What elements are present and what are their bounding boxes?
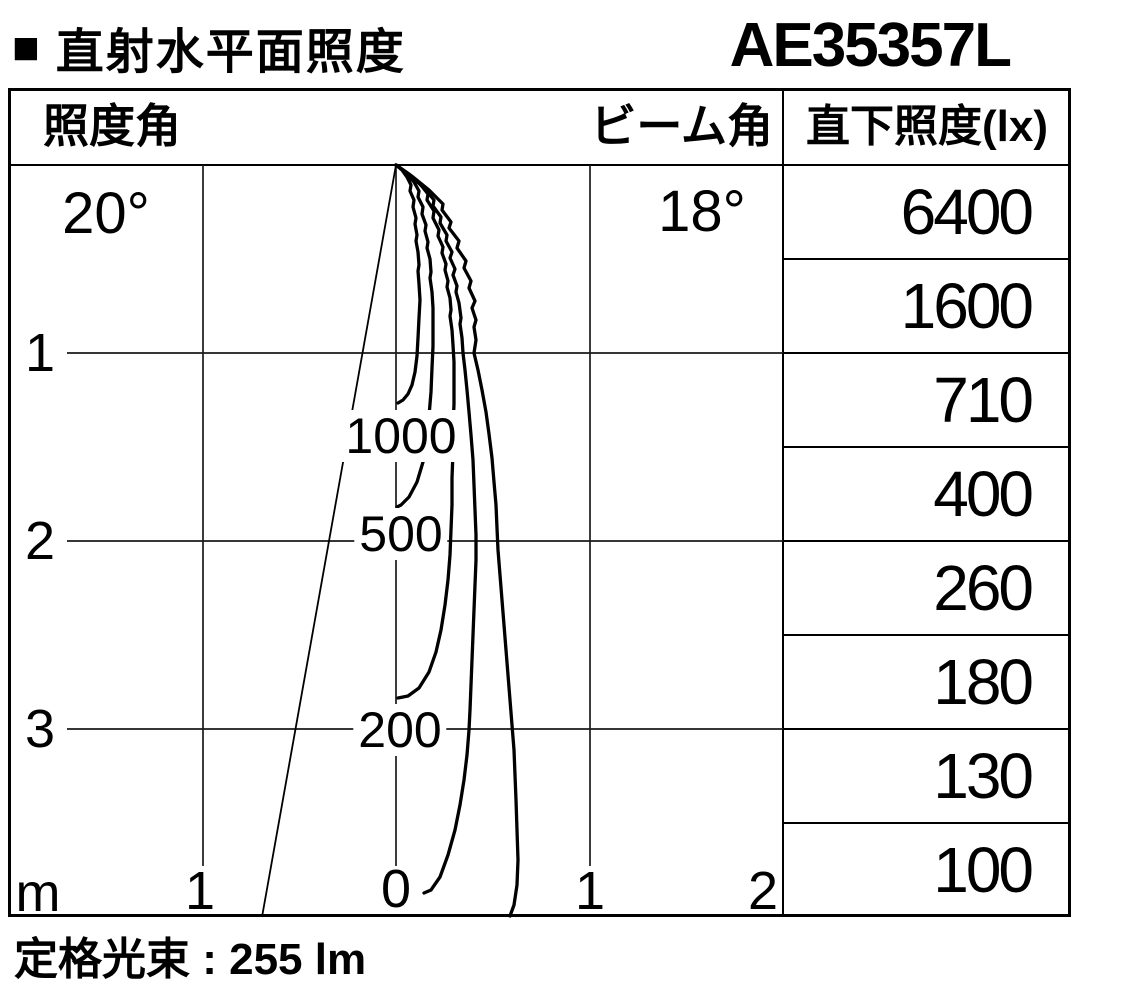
x-tick-1m: 1: [574, 861, 606, 921]
header-illuminance-angle: 照度角: [43, 100, 181, 152]
x-tick-minus1m: 1: [184, 861, 216, 921]
title-row: ■ 直射水平面照度: [12, 18, 406, 79]
direct-illuminance-row: 6400: [900, 176, 1034, 248]
y-tick-3m: 3: [24, 699, 56, 759]
isolux-label-500: 500: [354, 508, 448, 560]
direct-illuminance-row: 180: [933, 646, 1034, 718]
isolux-label-1000: 1000: [340, 410, 462, 462]
header-beam-angle: ビーム角: [590, 100, 773, 152]
isolux-100: [394, 163, 478, 895]
direct-illuminance-row: 710: [933, 364, 1034, 436]
x-tick-0m: 0: [380, 859, 412, 919]
isolux-label-200: 200: [353, 704, 447, 756]
title-bullet-icon: ■: [12, 21, 40, 73]
y-tick-2m: 2: [24, 511, 56, 571]
table-outer-border: [8, 88, 1071, 917]
chart-lines-group: [67, 163, 783, 918]
beam-outer-edge: [394, 163, 520, 918]
rated-luminous-flux: 定格光束 : 255 lm: [14, 935, 367, 984]
y-tick-1m: 1: [24, 323, 56, 383]
direct-illuminance-row: 400: [933, 458, 1034, 530]
isolux-200: [394, 163, 456, 700]
header-direct-illuminance: 直下照度(lx): [806, 102, 1048, 151]
x-tick-2m: 2: [747, 861, 779, 921]
beam-angle-value: 18°: [658, 179, 746, 244]
model-number: AE35357L: [729, 11, 1012, 80]
direct-illuminance-row: 100: [933, 834, 1034, 906]
direct-illuminance-row: 260: [933, 552, 1034, 624]
axis-unit-label: m: [15, 863, 61, 923]
direct-illuminance-row: 130: [933, 740, 1034, 812]
page-title: 直射水平面照度: [55, 26, 406, 79]
angle-line-20deg: [261, 164, 397, 918]
isolux-1000: [394, 163, 422, 405]
illuminance-angle-value: 20°: [62, 181, 150, 246]
direct-illuminance-row: 1600: [900, 270, 1034, 342]
